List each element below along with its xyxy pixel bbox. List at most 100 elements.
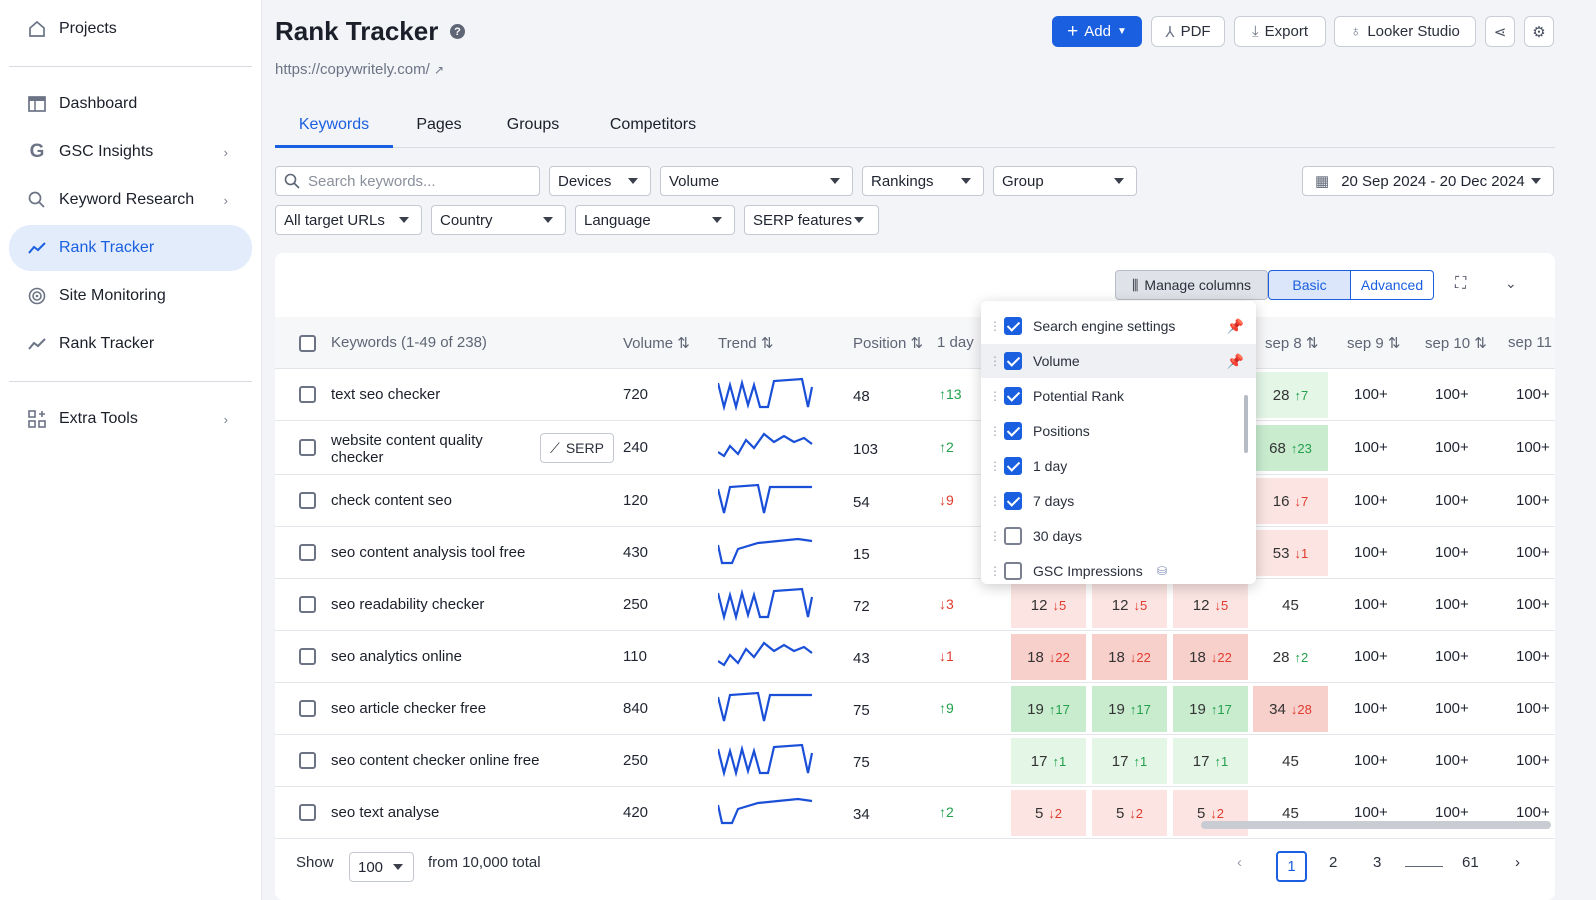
sidebar-item-rank-tracker[interactable]: Rank Tracker bbox=[9, 225, 252, 271]
column-option[interactable]: ⋮⋮ 7 days bbox=[981, 484, 1256, 518]
keyword-text[interactable]: seo article checker free bbox=[331, 700, 487, 717]
column-checkbox[interactable] bbox=[1004, 492, 1022, 510]
popup-scrollbar[interactable] bbox=[1244, 395, 1248, 453]
sidebar-item-rank-tracker-2[interactable]: Rank Tracker bbox=[9, 321, 252, 367]
share-button[interactable]: ⋖ bbox=[1485, 16, 1515, 47]
keyword-text[interactable]: seo readability checker bbox=[331, 596, 485, 613]
table-row[interactable]: seo article checker free 840 75 ↑9 19 ↑17 19 ↑1… bbox=[275, 683, 1555, 735]
col-position[interactable]: Position ⇅ bbox=[853, 334, 923, 352]
sidebar-item-keyword-research[interactable]: Keyword Research › bbox=[9, 177, 252, 223]
next-page-icon[interactable]: › bbox=[1515, 854, 1520, 871]
table-row[interactable]: seo content checker online free 250 75 17 ↑1… bbox=[275, 735, 1555, 787]
sidebar-item-gsc-insights[interactable]: G GSC Insights › bbox=[9, 129, 252, 175]
col-sep-11[interactable]: sep 11 bbox=[1508, 334, 1552, 351]
keyword-text[interactable]: seo content checker online free bbox=[331, 752, 540, 769]
column-option[interactable]: ⋮⋮ Potential Rank bbox=[981, 379, 1256, 413]
chevron-down-icon[interactable]: ⌄ bbox=[1505, 275, 1517, 291]
looker-studio-button[interactable]: ♁ Looker Studio bbox=[1334, 16, 1476, 47]
horizontal-scrollbar[interactable] bbox=[1201, 821, 1551, 829]
devices-select[interactable]: Devices bbox=[549, 166, 651, 196]
add-button[interactable]: + Add ▼ bbox=[1052, 16, 1142, 47]
search-input[interactable]: Search keywords... bbox=[275, 166, 540, 196]
manage-columns-button[interactable]: ⫼ Manage columns bbox=[1115, 270, 1268, 300]
group-select[interactable]: Group bbox=[993, 166, 1137, 196]
tab-keywords[interactable]: Keywords bbox=[275, 110, 393, 148]
sidebar-item-extra-tools[interactable]: Extra Tools › bbox=[9, 396, 252, 442]
project-url[interactable]: https://copywritely.com/ ↗ bbox=[275, 61, 444, 78]
column-option[interactable]: ⋮⋮ GSC Impressions ⛁ bbox=[981, 554, 1256, 584]
page-3-button[interactable]: 3 bbox=[1373, 854, 1382, 871]
row-checkbox[interactable] bbox=[299, 439, 316, 456]
table-row[interactable]: seo readability checker 250 72 ↓3 12 ↓5 12 ↓5 12… bbox=[275, 579, 1555, 631]
target-urls-select[interactable]: All target URLs bbox=[275, 205, 422, 235]
column-checkbox[interactable] bbox=[1004, 562, 1022, 580]
col-volume[interactable]: Volume ⇅ bbox=[623, 334, 690, 352]
keyword-text[interactable]: seo analytics online bbox=[331, 648, 462, 665]
column-option[interactable]: ⋮⋮ 1 day bbox=[981, 449, 1256, 483]
keyword-text[interactable]: website content quality checker bbox=[331, 432, 483, 466]
pin-icon[interactable]: 📌 bbox=[1226, 317, 1244, 334]
col-trend[interactable]: Trend ⇅ bbox=[718, 334, 773, 352]
prev-page-icon[interactable]: ‹ bbox=[1237, 854, 1242, 871]
row-checkbox[interactable] bbox=[299, 596, 316, 613]
settings-button[interactable]: ⚙ bbox=[1524, 16, 1554, 47]
column-option[interactable]: ⋮⋮ 30 days bbox=[981, 519, 1256, 553]
row-checkbox[interactable] bbox=[299, 492, 316, 509]
col-1-day[interactable]: 1 day bbox=[937, 334, 974, 351]
help-icon[interactable]: ? bbox=[450, 24, 465, 39]
row-checkbox[interactable] bbox=[299, 544, 316, 561]
table-row[interactable]: seo content analysis tool free 430 15 53 ↓1 1… bbox=[275, 527, 1555, 579]
col-sep-9[interactable]: sep 9 ⇅ bbox=[1347, 334, 1400, 352]
row-checkbox[interactable] bbox=[299, 648, 316, 665]
pdf-button[interactable]: ⅄ PDF bbox=[1151, 16, 1225, 47]
row-checkbox[interactable] bbox=[299, 752, 316, 769]
row-checkbox[interactable] bbox=[299, 700, 316, 717]
basic-view-button[interactable]: Basic bbox=[1268, 270, 1351, 300]
column-checkbox[interactable] bbox=[1004, 352, 1022, 370]
row-checkbox[interactable] bbox=[299, 386, 316, 403]
column-option[interactable]: ⋮⋮ Volume 📌 bbox=[981, 344, 1256, 378]
col-sep-8[interactable]: sep 8 ⇅ bbox=[1265, 334, 1318, 352]
row-checkbox[interactable] bbox=[299, 804, 316, 821]
column-checkbox[interactable] bbox=[1004, 387, 1022, 405]
col-sep-10[interactable]: sep 10 ⇅ bbox=[1425, 334, 1487, 352]
sidebar-item-projects[interactable]: Projects bbox=[9, 6, 252, 52]
column-checkbox[interactable] bbox=[1004, 317, 1022, 335]
tab-pages[interactable]: Pages bbox=[416, 116, 462, 133]
column-option[interactable]: ⋮⋮ Positions bbox=[981, 414, 1256, 448]
advanced-view-button[interactable]: Advanced bbox=[1351, 270, 1434, 300]
column-checkbox[interactable] bbox=[1004, 422, 1022, 440]
table-row[interactable]: check content seo 120 54 ↓9 16 ↓7 100+ 100+ 100+ bbox=[275, 475, 1555, 527]
sidebar-item-site-monitoring[interactable]: Site Monitoring bbox=[9, 273, 252, 319]
column-checkbox[interactable] bbox=[1004, 527, 1022, 545]
table-row[interactable]: seo text analyse 420 34 ↑2 5 ↓2 5 ↓2 5 ↓2 45 100+ 10… bbox=[275, 787, 1555, 839]
table-row[interactable]: seo analytics online 110 43 ↓1 18 ↓22 18 ↓22 18 ↓… bbox=[275, 631, 1555, 683]
keyword-text[interactable]: check content seo bbox=[331, 492, 452, 509]
serp-features-select[interactable]: SERP features bbox=[744, 205, 879, 235]
tab-competitors[interactable]: Competitors bbox=[609, 116, 697, 133]
page-1-button[interactable]: 1 bbox=[1276, 851, 1307, 882]
table-row[interactable]: website content quality checker ⟋ SERP 240 1… bbox=[275, 421, 1555, 475]
keyword-text[interactable]: seo text analyse bbox=[331, 804, 440, 821]
date-range-picker[interactable]: ▦ 20 Sep 2024 - 20 Dec 2024 bbox=[1302, 166, 1554, 196]
page-61-button[interactable]: 61 bbox=[1462, 854, 1479, 871]
volume-select[interactable]: Volume bbox=[660, 166, 853, 196]
select-all-checkbox[interactable] bbox=[299, 335, 316, 352]
country-select[interactable]: Country bbox=[431, 205, 566, 235]
table-row[interactable]: text seo checker 720 48 ↑13 28 ↑7 100+ 100+ 100+ bbox=[275, 369, 1555, 421]
column-checkbox[interactable] bbox=[1004, 457, 1022, 475]
keyword-text[interactable]: seo content analysis tool free bbox=[331, 544, 526, 561]
per-page-select[interactable]: 100 bbox=[349, 852, 414, 882]
tab-groups[interactable]: Groups bbox=[506, 116, 560, 133]
page-2-button[interactable]: 2 bbox=[1329, 854, 1338, 871]
language-select[interactable]: Language bbox=[575, 205, 735, 235]
export-button[interactable]: ⤓ Export bbox=[1234, 16, 1326, 47]
col-keywords[interactable]: Keywords (1-49 of 238) bbox=[331, 334, 487, 351]
fullscreen-icon[interactable]: ⛶ bbox=[1455, 275, 1467, 292]
column-option[interactable]: ⋮⋮ Search engine settings 📌 bbox=[981, 309, 1256, 343]
rankings-select[interactable]: Rankings bbox=[862, 166, 984, 196]
pin-icon[interactable]: 📌 bbox=[1226, 352, 1244, 369]
serp-button[interactable]: ⟋ SERP bbox=[540, 433, 614, 463]
sidebar-item-dashboard[interactable]: Dashboard bbox=[9, 81, 252, 127]
keyword-text[interactable]: text seo checker bbox=[331, 386, 441, 403]
